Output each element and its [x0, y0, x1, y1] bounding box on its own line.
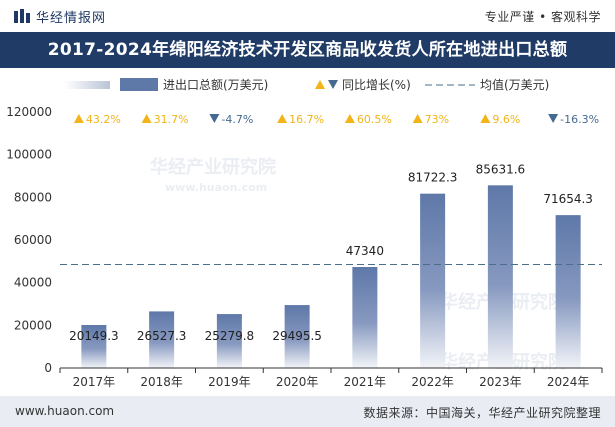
chart-title: 2017-2024年绵阳经济技术开发区商品收发货人所在地进出口总额 — [47, 40, 568, 60]
y-tick-label: 60000 — [14, 233, 52, 247]
y-axis: 0 20000 40000 60000 80000 100000 120000 — [6, 105, 52, 375]
bar — [81, 325, 107, 368]
legend-label-growth: 同比增长(%) — [342, 78, 411, 92]
x-tick-label: 2020年 — [276, 375, 319, 389]
bar — [420, 193, 446, 368]
x-tick-label: 2017年 — [73, 375, 116, 389]
y-tick-label: 40000 — [14, 276, 52, 290]
top-bar: 华经情报网 专业严谨 • 客观科学 — [0, 0, 615, 32]
legend-swatch-bar — [120, 78, 158, 91]
x-tick-label: 2023年 — [479, 375, 522, 389]
value-label: 81722.3 — [408, 171, 458, 185]
x-tick-label: 2021年 — [344, 375, 387, 389]
growth-up-triangle-icon — [412, 114, 423, 123]
growth-label: 43.2% — [86, 113, 121, 126]
legend-label-average: 均值(万美元) — [480, 77, 549, 92]
title-bar: 2017-2024年绵阳经济技术开发区商品收发货人所在地进出口总额 — [0, 32, 615, 68]
y-tick-label: 20000 — [14, 318, 52, 332]
growth-label: 16.7% — [289, 113, 324, 126]
watermark-url: www.huaon.com — [165, 181, 267, 194]
growth-label: 9.6% — [492, 113, 520, 126]
value-label: 85631.6 — [476, 162, 526, 176]
x-tick-label: 2024年 — [547, 375, 590, 389]
bar — [216, 314, 242, 368]
brand-name: 华经情报网 — [36, 11, 107, 26]
growth-label: 31.7% — [154, 113, 189, 126]
bar — [487, 185, 513, 368]
tagline: 专业严谨 • 客观科学 — [484, 10, 601, 24]
watermark-text: 华经产业研究院 — [150, 156, 276, 178]
growth-label: -4.7% — [221, 113, 253, 126]
footer-url[interactable]: www.huaon.com — [15, 404, 115, 418]
bar — [284, 305, 310, 368]
growth-labels: 43.2% 31.7% -4.7% 16.7% 60.5% 73% 9.6% -16.3% — [73, 113, 599, 126]
growth-up-triangle-icon — [277, 114, 288, 123]
growth-label: 73% — [425, 113, 449, 126]
growth-up-triangle-icon — [141, 114, 152, 123]
y-tick-label: 120000 — [6, 105, 52, 119]
bar — [149, 311, 175, 368]
legend: 进出口总额(万美元) 同比增长(%) 均值(万美元) — [64, 77, 549, 92]
x-tick-label: 2022年 — [411, 375, 454, 389]
legend-up-triangle-icon — [315, 80, 325, 89]
growth-label: 60.5% — [357, 113, 392, 126]
chart: 华经产业研究院华经产业研究院华经产业研究院www.huaon.com 进出口总额… — [6, 77, 603, 389]
footer-source: 数据来源：中国海关，华经产业研究院整理 — [363, 406, 601, 420]
bar — [352, 267, 378, 368]
legend-label-total: 进出口总额(万美元) — [163, 78, 268, 92]
legend-down-triangle-icon — [328, 80, 338, 89]
brand-logo-icon — [14, 9, 30, 23]
x-axis: 2017年 2018年 2019年 2020年 2021年 2022年 2023年 2024年 — [59, 367, 603, 389]
y-tick-label: 80000 — [14, 190, 52, 204]
bars — [81, 185, 581, 368]
y-tick-label: 100000 — [6, 148, 52, 162]
value-label: 71654.3 — [543, 192, 593, 206]
footer: www.huaon.com 数据来源：中国海关，华经产业研究院整理 — [0, 396, 615, 427]
y-tick-label: 0 — [44, 361, 52, 375]
bar — [555, 215, 581, 368]
growth-up-triangle-icon — [344, 114, 355, 123]
value-labels: 20149.3 26527.3 25279.8 29495.5 47340 81722.3… — [69, 162, 593, 343]
growth-up-triangle-icon — [480, 114, 491, 123]
growth-down-triangle-icon — [548, 114, 559, 123]
growth-down-triangle-icon — [209, 114, 220, 123]
value-label: 20149.3 — [69, 329, 119, 343]
growth-label: -16.3% — [560, 113, 599, 126]
value-label: 26527.3 — [137, 329, 187, 343]
x-tick-label: 2018年 — [140, 375, 183, 389]
value-label: 25279.8 — [205, 329, 255, 343]
growth-up-triangle-icon — [73, 114, 84, 123]
x-tick-label: 2019年 — [208, 375, 251, 389]
legend-swatch-bar-light — [64, 81, 110, 89]
value-label: 47340 — [346, 244, 384, 258]
value-label: 29495.5 — [272, 329, 322, 343]
